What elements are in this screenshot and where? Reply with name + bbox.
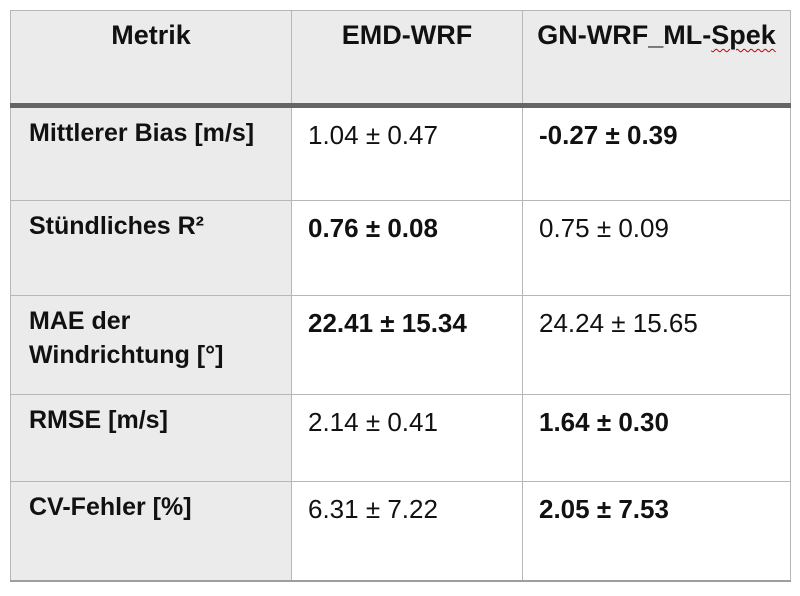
metrics-comparison-table: Metrik EMD-WRF GN-WRF_ML-Spek Mittlerer … xyxy=(10,10,791,582)
value-cv-gn-wrf: 2.05 ± 7.53 xyxy=(522,481,791,581)
table-row-cv-fehler: CV-Fehler [%] 6.31 ± 7.22 2.05 ± 7.53 xyxy=(10,481,791,581)
header-metric: Metrik xyxy=(10,10,292,108)
header-gn-wrf-ml-spek: GN-WRF_ML-Spek xyxy=(522,10,791,108)
header-spellcheck-flagged-word: Spek xyxy=(711,20,776,50)
value-cv-emd-wrf: 6.31 ± 7.22 xyxy=(291,481,523,581)
label-cv-fehler: CV-Fehler [%] xyxy=(10,481,292,581)
value-bias-gn-wrf: -0.27 ± 0.39 xyxy=(522,105,791,201)
value-mae-emd-wrf: 22.41 ± 15.34 xyxy=(291,295,523,395)
label-stuendliches-r2: Stündliches R² xyxy=(10,200,292,296)
table-row-stuendliches-r2: Stündliches R² 0.76 ± 0.08 0.75 ± 0.09 xyxy=(10,200,791,296)
value-mae-gn-wrf: 24.24 ± 15.65 xyxy=(522,295,791,395)
value-rmse-emd-wrf: 2.14 ± 0.41 xyxy=(291,394,523,482)
value-r2-gn-wrf: 0.75 ± 0.09 xyxy=(522,200,791,296)
header-emd-wrf: EMD-WRF xyxy=(291,10,523,108)
table-header-row: Metrik EMD-WRF GN-WRF_ML-Spek xyxy=(10,10,791,108)
value-r2-emd-wrf: 0.76 ± 0.08 xyxy=(291,200,523,296)
value-bias-emd-wrf: 1.04 ± 0.47 xyxy=(291,105,523,201)
label-mae-windrichtung: MAE der Windrichtung [°] xyxy=(10,295,292,395)
header-gn-wrf-ml-prefix: GN-WRF_ML- xyxy=(537,20,712,50)
label-mittlerer-bias: Mittlerer Bias [m/s] xyxy=(10,105,292,201)
table-row-mittlerer-bias: Mittlerer Bias [m/s] 1.04 ± 0.47 -0.27 ±… xyxy=(10,105,791,201)
table-row-mae-windrichtung: MAE der Windrichtung [°] 22.41 ± 15.34 2… xyxy=(10,295,791,395)
table-row-rmse: RMSE [m/s] 2.14 ± 0.41 1.64 ± 0.30 xyxy=(10,394,791,482)
value-rmse-gn-wrf: 1.64 ± 0.30 xyxy=(522,394,791,482)
label-rmse: RMSE [m/s] xyxy=(10,394,292,482)
